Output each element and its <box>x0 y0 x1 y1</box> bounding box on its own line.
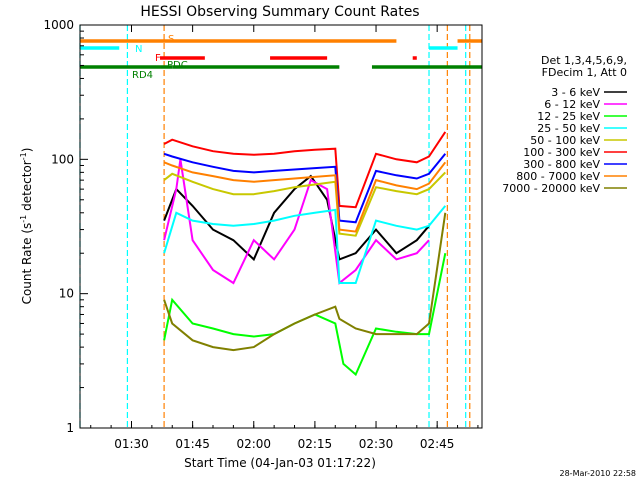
legend-label-300-800-kev: 300 - 800 keV <box>523 158 600 171</box>
x-tick-label-02-30: 02:30 <box>359 437 394 451</box>
legend-label-100-300-kev: 100 - 300 keV <box>523 146 600 159</box>
y-axis-label: Count Rate (s-1 detector-1) <box>19 148 34 305</box>
legend: Det 1,3,4,5,6,9,FDecim 1, Att 0 3 - 6 keV… <box>502 54 627 195</box>
flag-label-s: S <box>168 34 174 45</box>
x-tick-label-02-00: 02:00 <box>236 437 271 451</box>
y-axis-label-sup2: -1 <box>19 152 28 160</box>
y-axis-label-mid: detector <box>20 160 34 215</box>
flag-label-n: N <box>135 44 142 55</box>
legend-header-1: FDecim 1, Att 0 <box>542 66 627 79</box>
series-line-300-800-kev <box>163 152 447 224</box>
x-tick-label-02-15: 02:15 <box>298 437 333 451</box>
flag-bars: SNFPDCRD4 <box>80 34 482 81</box>
series-line-3-6-kev <box>163 174 430 262</box>
chart-title: HESSI Observing Summary Count Rates <box>140 4 419 20</box>
y-axis-label-sup1: -1 <box>19 215 28 223</box>
legend-label-6-12-kev: 6 - 12 keV <box>544 98 600 111</box>
plot-frame <box>79 24 483 429</box>
y-tick-label-1000: 1000 <box>43 18 74 32</box>
series-line-800-7000-kev <box>163 161 447 233</box>
series-line-100-300-kev <box>163 131 447 209</box>
x-tick-label-02-45: 02:45 <box>420 437 455 451</box>
series-line-25-50-kev <box>163 205 447 284</box>
x-tick-label-01-30: 01:30 <box>114 437 149 451</box>
y-tick-label-10: 10 <box>59 287 74 301</box>
footer-date: 28-Mar-2010 22:58 <box>560 469 637 478</box>
legend-label-25-50-kev: 25 - 50 keV <box>537 122 600 135</box>
legend-label-12-25-kev: 12 - 25 keV <box>537 110 600 123</box>
y-tick-label-1: 1 <box>66 421 74 435</box>
x-tick-label-01-45: 01:45 <box>175 437 210 451</box>
series-lines <box>163 131 447 377</box>
legend-header-0: Det 1,3,4,5,6,9, <box>541 54 627 67</box>
series-line-6-12-kev <box>163 159 430 285</box>
y-axis-label-end: ) <box>20 148 34 153</box>
y-tick-label-100: 100 <box>51 152 74 166</box>
flag-label-f: F <box>155 53 161 64</box>
x-axis-label: Start Time (04-Jan-03 01:17:22) <box>184 456 376 470</box>
series-line-50-100-kev <box>163 171 447 237</box>
legend-label-800-7000-kev: 800 - 7000 keV <box>516 170 600 183</box>
flag-label-rd4: RD4 <box>132 70 153 81</box>
legend-label-3-6-kev: 3 - 6 keV <box>551 86 600 99</box>
legend-label-7000-20000-kev: 7000 - 20000 keV <box>502 182 600 195</box>
y-axis-label-main: Count Rate (s <box>20 223 34 305</box>
series-line-7000-20000-kev <box>163 212 447 352</box>
legend-label-50-100-kev: 50 - 100 keV <box>530 134 600 147</box>
axes: 01:30 01:45 02:00 02:15 02:30 02:45 1 10 100 1000 <box>43 18 479 451</box>
